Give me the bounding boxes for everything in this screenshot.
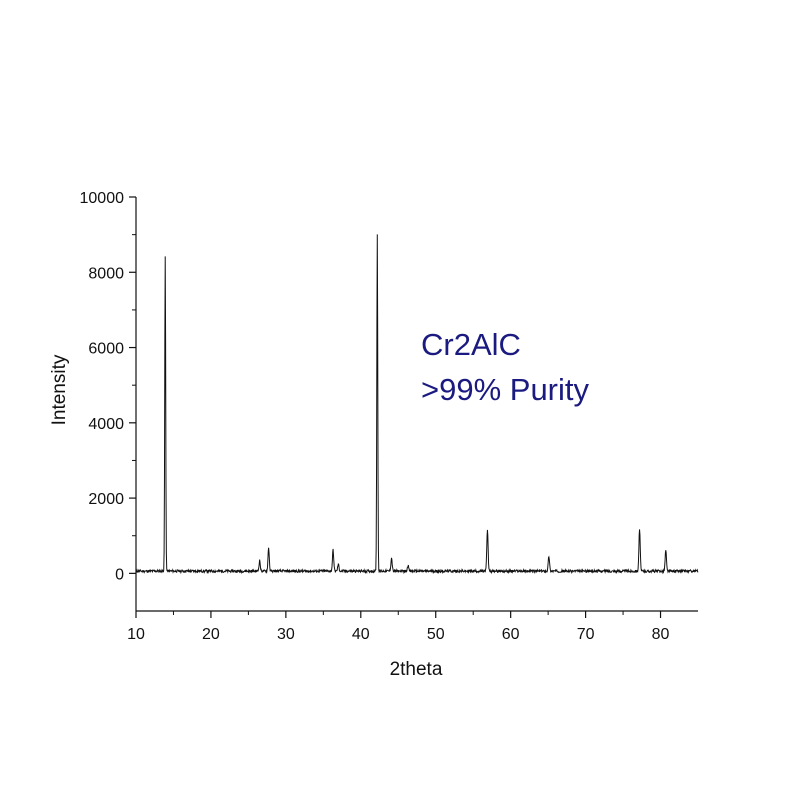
x-tick-label: 80	[652, 626, 670, 643]
x-ticks: 10 20 30 40 50 60 70 80	[127, 611, 670, 643]
y-tick-label: 10000	[80, 190, 125, 207]
x-tick-label: 50	[427, 626, 445, 643]
y-tick-label: 6000	[88, 341, 124, 358]
y-ticks: 0 2000 4000 6000 8000 10000	[80, 190, 136, 583]
y-axis-title: Intensity	[49, 354, 70, 425]
x-tick-label: 30	[277, 626, 295, 643]
annotation-compound: Cr2AlC	[421, 327, 521, 362]
y-tick-label: 2000	[88, 491, 124, 508]
y-tick-label: 8000	[88, 265, 124, 282]
x-tick-label: 70	[577, 626, 595, 643]
axes	[135, 197, 698, 612]
x-tick-label: 40	[352, 626, 370, 643]
x-tick-label: 20	[202, 626, 220, 643]
x-tick-label: 60	[502, 626, 520, 643]
x-axis-title: 2theta	[390, 659, 443, 680]
x-tick-label: 10	[127, 626, 145, 643]
xrd-series-line	[135, 234, 699, 575]
annotation-purity: >99% Purity	[421, 372, 590, 407]
y-tick-label: 4000	[88, 416, 124, 433]
y-tick-label: 0	[115, 566, 124, 583]
